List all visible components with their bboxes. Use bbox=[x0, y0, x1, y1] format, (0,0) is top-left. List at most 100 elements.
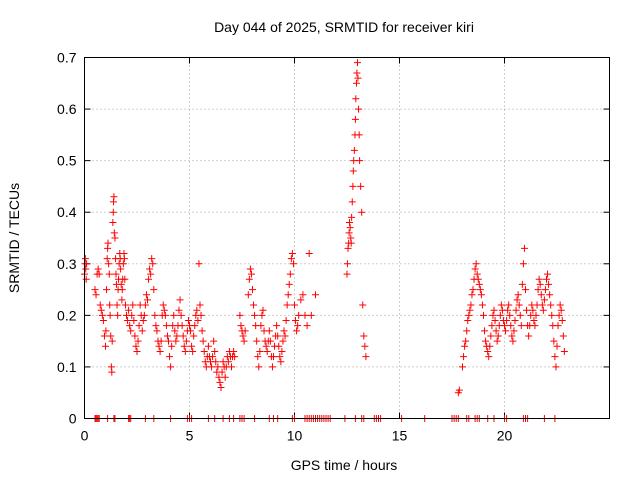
data-point bbox=[349, 167, 357, 175]
data-point bbox=[557, 306, 565, 314]
data-point bbox=[148, 255, 156, 263]
data-point bbox=[534, 286, 542, 294]
x-axis-ticks: 0 5 10 15 20 bbox=[81, 57, 512, 444]
data-point bbox=[178, 322, 186, 330]
data-point bbox=[188, 342, 196, 350]
data-point bbox=[103, 286, 111, 294]
data-point bbox=[118, 296, 126, 304]
data-point bbox=[103, 255, 111, 263]
data-point bbox=[558, 317, 566, 325]
data-point bbox=[513, 296, 521, 304]
data-point bbox=[538, 301, 546, 309]
data-point bbox=[240, 337, 248, 345]
data-point bbox=[350, 146, 358, 154]
data-point bbox=[82, 275, 90, 283]
data-point bbox=[181, 347, 189, 355]
data-point bbox=[303, 322, 311, 330]
data-point bbox=[191, 322, 199, 330]
x-axis-label: GPS time / hours bbox=[291, 457, 398, 473]
data-point bbox=[343, 260, 351, 268]
data-point bbox=[518, 280, 526, 288]
data-point bbox=[98, 311, 106, 319]
data-point bbox=[356, 157, 364, 165]
data-point bbox=[507, 322, 515, 330]
plot-frame bbox=[84, 57, 610, 419]
data-point bbox=[475, 280, 483, 288]
data-point bbox=[130, 317, 138, 325]
y-tick-label: 0.4 bbox=[57, 204, 77, 220]
data-point bbox=[488, 322, 496, 330]
data-point bbox=[210, 337, 218, 345]
data-point bbox=[100, 332, 108, 340]
data-point bbox=[508, 332, 516, 340]
data-point bbox=[108, 337, 116, 345]
data-point bbox=[110, 193, 118, 201]
data-point bbox=[551, 353, 559, 361]
data-point bbox=[506, 311, 514, 319]
data-point bbox=[94, 265, 102, 273]
data-point bbox=[230, 347, 238, 355]
data-point bbox=[112, 270, 120, 278]
y-axis-ticks: 0 0.1 0.2 0.3 0.4 0.5 0.6 0.7 bbox=[57, 50, 610, 427]
data-point bbox=[357, 182, 365, 190]
data-point bbox=[111, 234, 119, 242]
data-point bbox=[166, 353, 174, 361]
data-point bbox=[539, 306, 547, 314]
data-point bbox=[282, 317, 290, 325]
data-point bbox=[459, 363, 466, 371]
data-point bbox=[102, 327, 110, 335]
data-point bbox=[286, 270, 294, 278]
data-point bbox=[502, 327, 510, 335]
data-point bbox=[523, 306, 531, 314]
data-point bbox=[540, 296, 548, 304]
data-point bbox=[535, 275, 543, 283]
data-point bbox=[114, 311, 122, 319]
data-point bbox=[358, 208, 366, 216]
data-point bbox=[463, 327, 471, 335]
data-point bbox=[110, 229, 118, 237]
data-point bbox=[156, 347, 164, 355]
data-point bbox=[244, 291, 252, 299]
data-point bbox=[172, 337, 180, 345]
data-point bbox=[147, 270, 155, 278]
data-point bbox=[343, 270, 351, 278]
data-point bbox=[511, 317, 519, 325]
data-point bbox=[462, 337, 470, 345]
data-point bbox=[487, 332, 495, 340]
data-point bbox=[467, 301, 475, 309]
data-point bbox=[494, 332, 502, 340]
x-tick-label: 15 bbox=[392, 428, 408, 444]
data-point bbox=[503, 317, 511, 325]
data-point bbox=[177, 311, 185, 319]
data-point bbox=[522, 286, 529, 294]
data-point bbox=[144, 296, 151, 304]
data-point bbox=[259, 306, 267, 314]
data-point bbox=[489, 311, 497, 319]
data-point bbox=[351, 115, 359, 123]
data-point bbox=[461, 342, 469, 350]
data-point bbox=[211, 347, 219, 355]
data-point bbox=[532, 311, 540, 319]
data-point bbox=[486, 342, 494, 350]
data-point bbox=[119, 260, 127, 268]
data-point bbox=[212, 358, 220, 366]
data-point bbox=[256, 347, 264, 355]
x-tick-label: 5 bbox=[186, 428, 194, 444]
data-point bbox=[117, 280, 125, 288]
data-point bbox=[274, 332, 282, 340]
data-point bbox=[149, 260, 157, 268]
data-point bbox=[359, 301, 367, 309]
data-point bbox=[257, 322, 265, 330]
data-point bbox=[346, 224, 354, 232]
data-point bbox=[345, 229, 353, 237]
data-point bbox=[543, 275, 550, 283]
data-point bbox=[504, 306, 512, 314]
data-point bbox=[176, 296, 184, 304]
data-point bbox=[491, 317, 499, 325]
data-point bbox=[96, 301, 104, 309]
data-point bbox=[468, 291, 476, 299]
data-point bbox=[517, 322, 525, 330]
data-point bbox=[531, 322, 539, 330]
data-point bbox=[293, 327, 301, 335]
data-point bbox=[133, 347, 141, 355]
